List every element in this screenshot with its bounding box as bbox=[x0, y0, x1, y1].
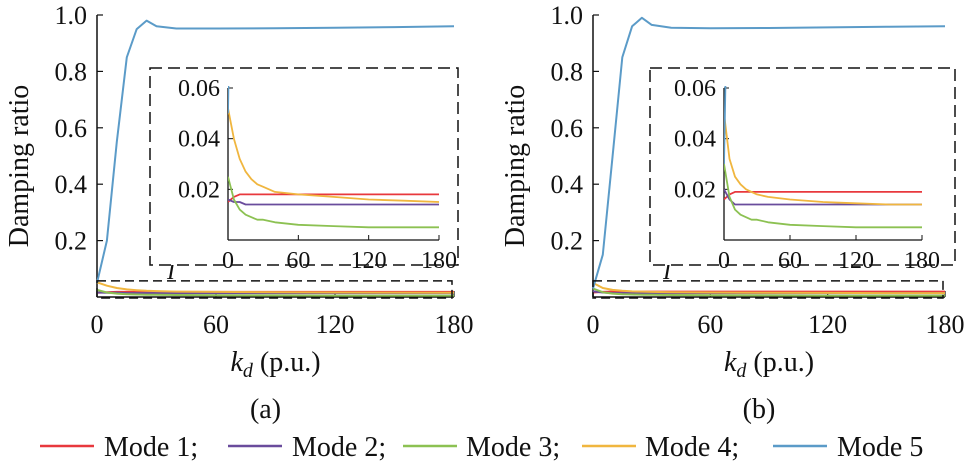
zoom-region-label: I bbox=[166, 259, 176, 285]
inset-x-tick-label: 180 bbox=[904, 248, 940, 274]
inset-x-tick-label: 0 bbox=[718, 248, 730, 274]
y-tick-label: 0.2 bbox=[551, 227, 584, 256]
legend-label-1: Mode 1; bbox=[104, 432, 198, 463]
panel-b: 0 60 120 180 0.2 0.4 0.6 0.8 1.0 Damping ratio kd … bbox=[500, 1, 965, 425]
x-axis-label: kd (p.u.) bbox=[230, 347, 320, 382]
series-line-3 bbox=[96, 288, 454, 297]
inset-y-tick-label: 0.04 bbox=[178, 127, 220, 153]
series-line-5 bbox=[592, 16, 946, 289]
inset-series bbox=[724, 86, 922, 229]
inset-y-tick-label: 0.06 bbox=[178, 76, 220, 102]
inset-plot: 0 60 120 180 0.02 0.04 0.06 bbox=[178, 76, 457, 274]
y-tick-label: 0.4 bbox=[551, 170, 584, 199]
y-axis-label: Damping ratio bbox=[4, 85, 35, 248]
inset-plot: 0 60 120 180 0.02 0.04 0.06 bbox=[674, 76, 940, 274]
inset-x-tick-label: 60 bbox=[286, 248, 310, 274]
x-tick-label: 180 bbox=[435, 310, 474, 339]
x-tick-label: 0 bbox=[91, 310, 104, 339]
series-line-3 bbox=[592, 287, 945, 297]
inset-series-line-2 bbox=[724, 188, 922, 206]
zoom-region-label: I bbox=[662, 259, 672, 285]
series-line-4 bbox=[592, 282, 945, 295]
y-tick-label: 1.0 bbox=[551, 1, 584, 30]
x-axis-label-subscript: d bbox=[736, 360, 747, 382]
panel-label: (b) bbox=[743, 394, 776, 425]
zoom-region-box bbox=[592, 280, 944, 299]
x-tick-label: 60 bbox=[203, 310, 229, 339]
zoom-region-box bbox=[96, 280, 453, 299]
inset-y-tick-label: 0.02 bbox=[178, 177, 220, 203]
inset-box bbox=[149, 67, 459, 266]
x-axis-label-symbol: k bbox=[230, 347, 243, 378]
x-axis-label-subscript: d bbox=[243, 360, 254, 382]
inset-box bbox=[649, 67, 956, 266]
legend-label-2: Mode 2; bbox=[292, 432, 386, 463]
x-tick-label: 60 bbox=[697, 310, 723, 339]
inset-y-tick-label: 0.02 bbox=[674, 177, 716, 203]
inset-y-tick-label: 0.06 bbox=[674, 76, 716, 102]
x-axis-label: kd (p.u.) bbox=[724, 347, 814, 382]
series-line-5 bbox=[96, 19, 455, 284]
x-tick-label: 120 bbox=[808, 310, 847, 339]
inset-series-line-3 bbox=[724, 163, 922, 229]
y-tick-label: 1.0 bbox=[55, 1, 88, 30]
inset-x-tick-label: 120 bbox=[838, 248, 874, 274]
inset-series-line-1 bbox=[228, 193, 439, 203]
inset-series-line-1 bbox=[724, 190, 922, 201]
inset-y-tick-label: 0.04 bbox=[674, 127, 716, 153]
inset-series-line-4 bbox=[724, 113, 922, 206]
legend-label-5: Mode 5 bbox=[837, 432, 923, 463]
x-axis-label-unit: (p.u.) bbox=[746, 347, 814, 378]
inset-x-tick-label: 120 bbox=[351, 248, 387, 274]
x-tick-label: 180 bbox=[926, 310, 965, 339]
legend-label-4: Mode 4; bbox=[645, 432, 739, 463]
inset-x-tick-label: 180 bbox=[421, 248, 457, 274]
inset-series-line-4 bbox=[228, 108, 440, 203]
y-tick-label: 0.8 bbox=[551, 57, 584, 86]
legend: Mode 1; Mode 2; Mode 3; Mode 4; Mode 5 bbox=[40, 432, 923, 463]
y-tick-label: 0.4 bbox=[55, 170, 88, 199]
x-tick-label: 0 bbox=[587, 310, 600, 339]
inset-x-tick-label: 0 bbox=[222, 248, 234, 274]
inset-series-line-3 bbox=[228, 176, 439, 229]
x-axis-label-unit: (p.u.) bbox=[253, 347, 321, 378]
inset-series bbox=[228, 86, 440, 229]
panel-a: 0 60 120 180 0.2 0.4 0.6 0.8 1.0 Damping ratio kd … bbox=[4, 1, 474, 425]
x-axis-label-symbol: k bbox=[724, 347, 737, 378]
legend-label-3: Mode 3; bbox=[466, 432, 560, 463]
series-line-4 bbox=[96, 281, 455, 294]
y-tick-label: 0.6 bbox=[55, 114, 88, 143]
inset-series-line-2 bbox=[228, 198, 439, 206]
x-tick-label: 120 bbox=[316, 310, 355, 339]
y-axis-label: Damping ratio bbox=[500, 85, 531, 248]
y-tick-label: 0.2 bbox=[55, 227, 88, 256]
inset-x-tick-label: 60 bbox=[778, 248, 802, 274]
y-tick-label: 0.6 bbox=[551, 114, 584, 143]
y-tick-label: 0.8 bbox=[55, 57, 88, 86]
panel-label: (a) bbox=[250, 394, 281, 425]
